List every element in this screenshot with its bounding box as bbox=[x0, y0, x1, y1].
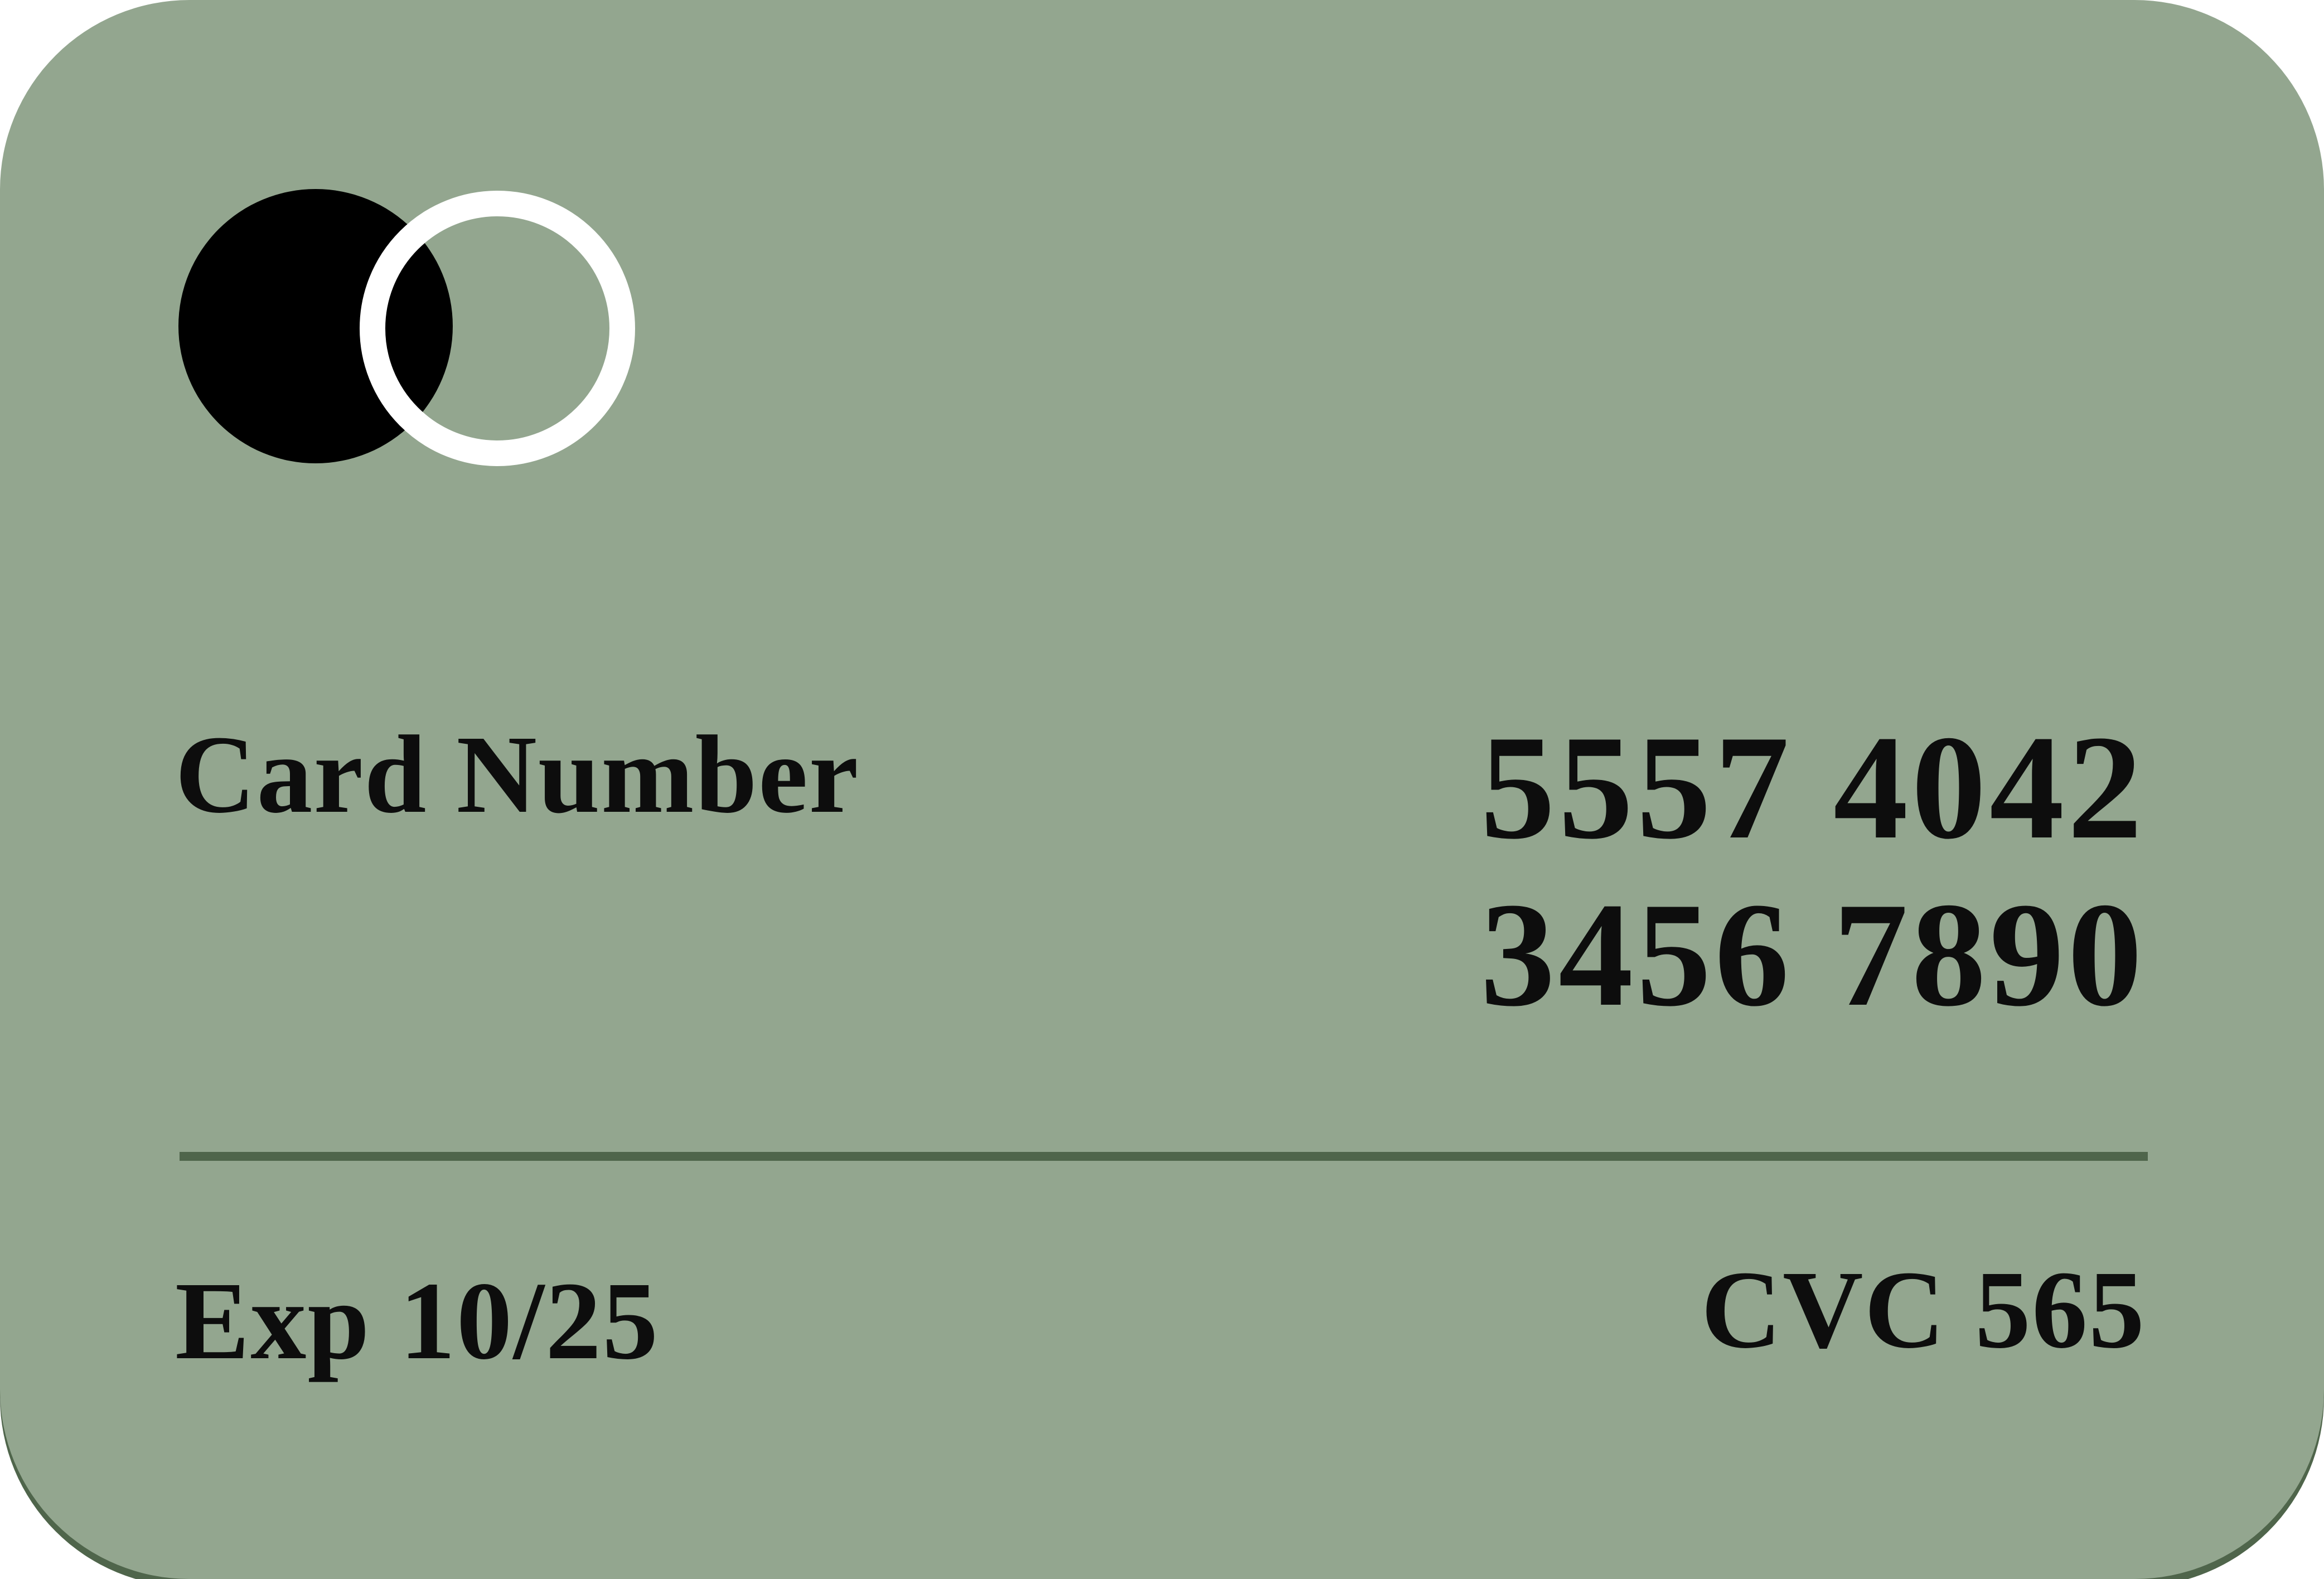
overlapping-circles-icon bbox=[178, 187, 638, 468]
card-number-line-1: 5557 4042 bbox=[1480, 704, 2146, 870]
card-number-line-2: 3456 7890 bbox=[1480, 871, 2146, 1037]
expiry-date: Exp 10/25 bbox=[175, 1260, 660, 1383]
divider bbox=[180, 1152, 2148, 1161]
card-number: 5557 4042 3456 7890 bbox=[1480, 704, 2146, 1038]
cvc-code: CVC 565 bbox=[1701, 1248, 2146, 1372]
card-number-label: Card Number bbox=[175, 713, 860, 836]
